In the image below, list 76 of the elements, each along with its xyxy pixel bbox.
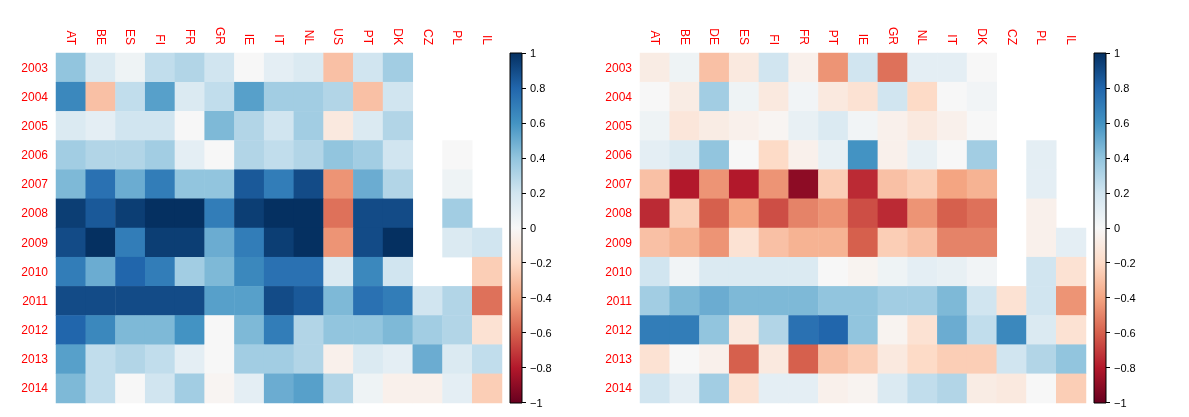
x-tick-label: DE <box>707 28 722 45</box>
color-bar-label: −1 <box>1114 396 1127 409</box>
y-tick-label: 2008 <box>605 206 633 221</box>
color-bar-label: −1 <box>530 396 543 409</box>
y-tick-label: 2013 <box>21 352 49 367</box>
y-tick-label: 2003 <box>605 60 633 75</box>
x-tick-label: DK <box>390 28 405 45</box>
color-bar-label: −0.2 <box>1114 256 1136 269</box>
x-tick-label: IE <box>242 33 257 45</box>
x-tick-label: FI <box>153 34 168 45</box>
y-tick-label: 2005 <box>605 118 633 133</box>
color-bar-label: 1 <box>1114 47 1121 59</box>
x-tick-label: NL <box>915 29 930 46</box>
x-tick-label: GR <box>212 27 227 46</box>
x-tick-label: IT <box>945 34 960 46</box>
y-tick-label: 2009 <box>605 235 633 250</box>
color-bar-label: 0 <box>530 221 537 234</box>
color-bar-label: 0.4 <box>1114 151 1130 164</box>
x-tick-label: FR <box>796 29 811 46</box>
y-tick-label: 2003 <box>21 60 49 75</box>
color-bar-label: 1 <box>530 47 537 59</box>
x-tick-label: BE <box>93 28 108 45</box>
y-tick-label: 2006 <box>21 148 49 163</box>
y-tick-label: 2011 <box>606 293 633 308</box>
color-bar-label: 0.4 <box>530 151 546 164</box>
x-tick-label: CZ <box>1004 29 1019 45</box>
y-tick-label: 2007 <box>605 177 633 192</box>
y-tick-label: 2009 <box>21 235 49 250</box>
x-tick-label: GR <box>885 27 900 46</box>
x-tick-label: PL <box>1034 30 1049 46</box>
color-bar-label: 0.2 <box>1114 186 1130 199</box>
color-bar-label: 0.2 <box>530 186 546 199</box>
x-tick-label: NL <box>301 29 316 46</box>
color-bar-label: 0 <box>1114 221 1121 234</box>
y-tick-label: 2004 <box>605 89 633 104</box>
y-tick-label: 2012 <box>605 323 633 338</box>
x-tick-label: PT <box>826 29 841 46</box>
x-tick-label: IL <box>1064 34 1079 46</box>
color-bar-label: −0.4 <box>1114 291 1136 304</box>
y-tick-label: 2005 <box>21 118 49 133</box>
color-bar-label: 0.8 <box>530 81 546 94</box>
x-tick-label: US <box>331 28 346 45</box>
x-tick-label: AT <box>647 30 662 46</box>
color-bar-label: −0.4 <box>530 291 552 304</box>
y-tick-label: 2010 <box>21 264 49 279</box>
color-bar-label: 0.6 <box>1114 116 1130 129</box>
y-tick-label: 2011 <box>22 293 49 308</box>
x-tick-label: PL <box>450 30 465 46</box>
x-tick-label: FR <box>182 29 197 46</box>
y-tick-label: 2014 <box>21 381 49 396</box>
x-tick-label: AT <box>63 30 78 46</box>
y-tick-label: 2007 <box>21 177 49 192</box>
y-tick-label: 2004 <box>21 89 49 104</box>
color-bar-label: −0.2 <box>530 256 552 269</box>
color-bar-label: −0.6 <box>1114 326 1136 339</box>
x-tick-label: ES <box>737 28 752 45</box>
y-tick-label: 2006 <box>605 148 633 163</box>
color-bar-label: −0.8 <box>1114 361 1136 374</box>
y-tick-label: 2013 <box>605 352 633 367</box>
x-tick-label: BE <box>677 28 692 45</box>
y-tick-label: 2012 <box>21 323 49 338</box>
y-tick-label: 2008 <box>21 206 49 221</box>
x-tick-label: ES <box>123 28 138 45</box>
x-tick-label: DK <box>974 28 989 45</box>
y-tick-label: 2014 <box>605 381 633 396</box>
x-tick-label: IL <box>480 34 495 46</box>
color-bar-label: −0.6 <box>530 326 552 339</box>
x-tick-label: PT <box>361 29 376 46</box>
color-bar-label: −0.8 <box>530 361 552 374</box>
color-bar-label: 0.6 <box>530 116 546 129</box>
x-tick-label: FI <box>766 34 781 45</box>
y-tick-label: 2010 <box>605 264 633 279</box>
x-tick-label: CZ <box>420 29 435 45</box>
x-tick-label: IE <box>856 33 870 45</box>
color-bar-label: 0.8 <box>1114 81 1130 94</box>
x-tick-label: IT <box>272 34 286 46</box>
